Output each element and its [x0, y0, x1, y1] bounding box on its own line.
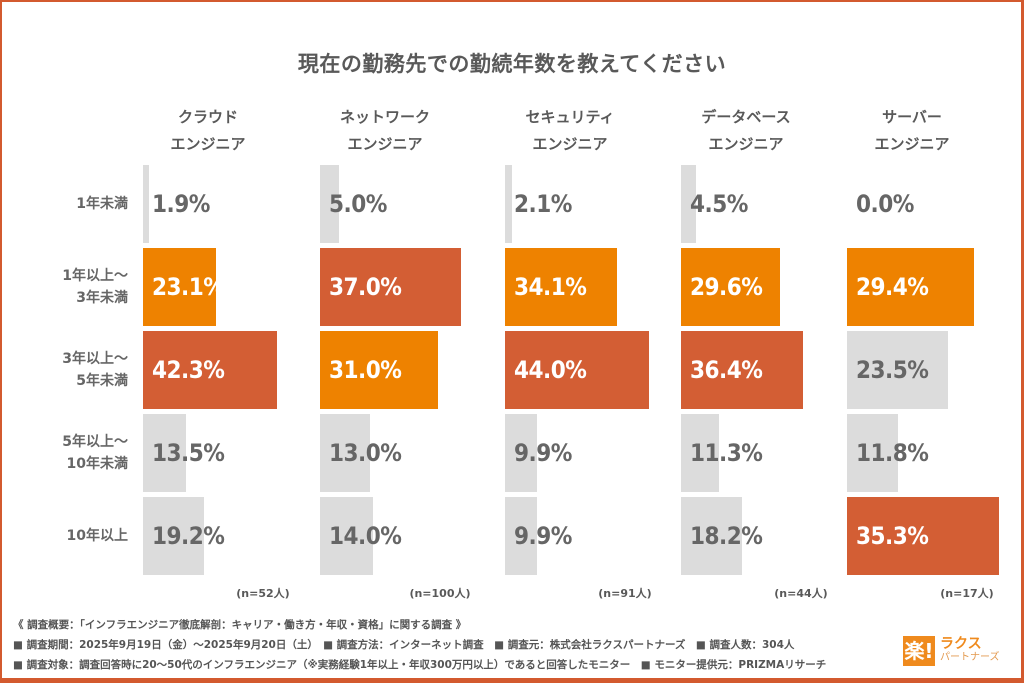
logo-subname: パートナーズ [940, 652, 1000, 663]
sample-size-label: (n=44人) [774, 587, 828, 600]
row-label: 10年以上 [8, 497, 128, 575]
row-label: 1年以上〜 3年未満 [8, 248, 128, 326]
bar [320, 414, 370, 492]
bar [847, 414, 898, 492]
bar [847, 248, 974, 326]
bar [143, 331, 277, 409]
bar [847, 331, 948, 409]
bar-value-label: 36.4% [690, 356, 763, 384]
bar-value-label: 42.3% [152, 356, 225, 384]
bar-value-label: 13.0% [329, 439, 402, 467]
bar-value-label: 44.0% [514, 356, 587, 384]
bar [143, 497, 204, 575]
column-header: クラウド エンジニア [128, 104, 288, 158]
bar [681, 165, 696, 243]
bar-value-label: 0.0% [856, 190, 914, 218]
bar [505, 497, 537, 575]
row-label-line: 5年以上〜 [62, 434, 128, 450]
bar-value-label: 13.5% [152, 439, 225, 467]
row-label-line: 1年未満 [76, 196, 128, 212]
column-header-line: セキュリティ [525, 108, 615, 126]
bar-value-label: 9.9% [514, 439, 572, 467]
bar-value-label: 18.2% [690, 522, 763, 550]
row-label-line: 1年以上〜 [62, 268, 128, 284]
survey-overview: 《 調査概要：「インフラエンジニア徹底解剖：キャリア・働き方・年収・資格」に関す… [13, 619, 467, 631]
bar [320, 248, 461, 326]
column-header-line: エンジニア [708, 135, 784, 153]
row-label-line: 3年以上〜 [62, 351, 128, 367]
sample-size-label: (n=52人) [236, 587, 290, 600]
column-header: サーバー エンジニア [832, 104, 992, 158]
logo-mark-icon: 楽! [903, 636, 935, 666]
bar [505, 414, 537, 492]
survey-details: ■ 調査期間：2025年9月19日（金）〜2025年9月20日（土） ■ 調査方… [13, 639, 795, 651]
bar-value-label: 2.1% [514, 190, 572, 218]
bar-value-label: 11.3% [690, 439, 763, 467]
bar [143, 248, 216, 326]
bar-value-label: 23.1% [152, 273, 225, 301]
bar [681, 331, 803, 409]
row-label: 1年未満 [8, 165, 128, 243]
bar [320, 331, 438, 409]
column-header-line: ネットワーク [339, 108, 430, 126]
row-label: 5年以上〜 10年未満 [8, 414, 128, 492]
column-header: ネットワーク エンジニア [305, 104, 465, 158]
bar-value-label: 29.6% [690, 273, 763, 301]
bar-value-label: 19.2% [152, 522, 225, 550]
row-label-line: 5年未満 [76, 373, 128, 389]
bar-value-label: 5.0% [329, 190, 387, 218]
bar [681, 414, 719, 492]
bar [847, 497, 999, 575]
column-header-line: エンジニア [532, 135, 608, 153]
logo-name: ラクス [940, 636, 982, 652]
row-label: 3年以上〜 5年未満 [8, 331, 128, 409]
bar-value-label: 1.9% [152, 190, 210, 218]
bar-value-label: 31.0% [329, 356, 402, 384]
bar [143, 414, 186, 492]
column-header-line: エンジニア [874, 135, 950, 153]
survey-target: ■ 調査対象：調査回答時に20〜50代のインフラエンジニア（※実務経験1年以上・… [13, 659, 827, 671]
bar [143, 165, 149, 243]
row-label-line: 10年未満 [66, 456, 128, 472]
bar [320, 497, 373, 575]
column-header-line: エンジニア [347, 135, 423, 153]
sample-size-label: (n=17人) [940, 587, 994, 600]
sample-size-label: (n=100人) [409, 587, 471, 600]
bar [320, 165, 339, 243]
bar [681, 497, 742, 575]
bar [681, 248, 780, 326]
column-header-line: サーバー [882, 108, 942, 126]
rakus-partners-logo: 楽! ラクス パートナーズ [903, 636, 1000, 666]
column-header-line: エンジニア [170, 135, 246, 153]
bar-value-label: 9.9% [514, 522, 572, 550]
bar-value-label: 14.0% [329, 522, 402, 550]
bar [505, 248, 617, 326]
row-label-line: 3年未満 [76, 290, 128, 306]
column-header: データベース エンジニア [666, 104, 826, 158]
bar-value-label: 35.3% [856, 522, 929, 550]
sample-size-label: (n=91人) [598, 587, 652, 600]
bar-value-label: 37.0% [329, 273, 402, 301]
bar [505, 331, 649, 409]
column-header-line: クラウド [177, 108, 238, 126]
bar-value-label: 29.4% [856, 273, 929, 301]
bar-value-label: 23.5% [856, 356, 929, 384]
bar-value-label: 4.5% [690, 190, 748, 218]
bar-value-label: 34.1% [514, 273, 587, 301]
column-header: セキュリティ エンジニア [490, 104, 650, 158]
bar-value-label: 11.8% [856, 439, 929, 467]
chart-title: 現在の勤務先での勤続年数を教えてください [297, 52, 727, 76]
column-header-line: データベース [701, 108, 791, 126]
bar [505, 165, 512, 243]
row-label-line: 10年以上 [66, 528, 128, 544]
